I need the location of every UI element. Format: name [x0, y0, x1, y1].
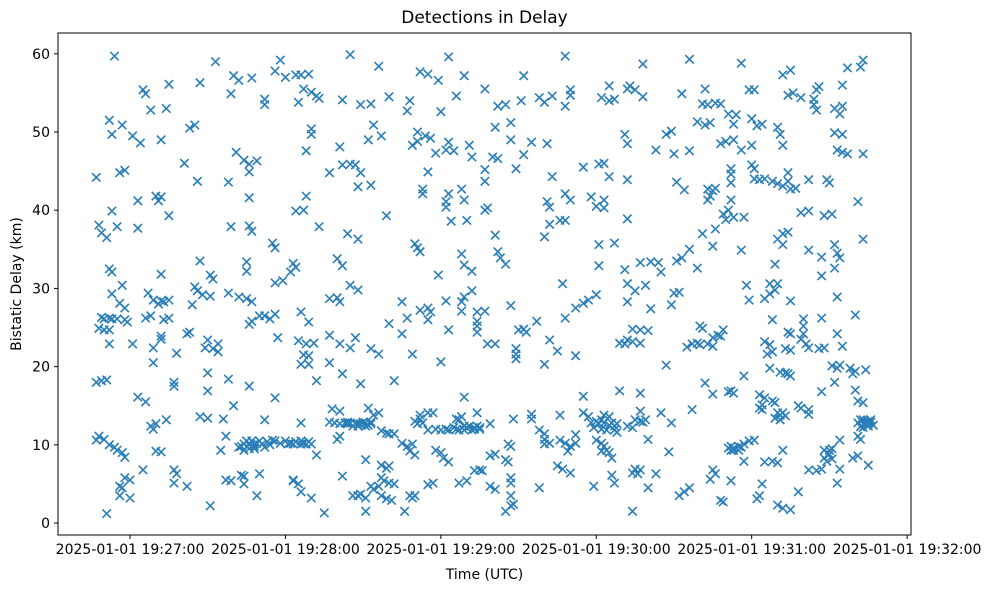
plot-frame — [57, 32, 912, 536]
x-tick-label: 2025-01-01 19:29:00 — [367, 542, 516, 558]
y-tick-label: 20 — [32, 360, 50, 376]
chart-title: Detections in Delay — [401, 8, 568, 28]
y-tick-label: 50 — [32, 125, 50, 141]
y-tick-label: 30 — [32, 281, 50, 297]
y-tick-label: 60 — [32, 47, 50, 63]
x-axis-tick-labels: 2025-01-01 19:27:00 2025-01-01 19:28:00 20… — [56, 535, 982, 558]
y-tick-label: 40 — [32, 203, 50, 219]
x-tick-label: 2025-01-01 19:28:00 — [211, 542, 360, 558]
x-tick-label: 2025-01-01 19:30:00 — [522, 542, 671, 558]
y-tick-label: 10 — [32, 438, 50, 454]
scatter-points — [91, 49, 879, 519]
x-tick-label: 2025-01-01 19:31:00 — [677, 542, 826, 558]
y-axis-tick-labels: 0 10 20 30 40 50 60 — [32, 47, 58, 532]
x-axis-label: Time (UTC) — [445, 567, 523, 583]
y-tick-label: 0 — [41, 516, 50, 532]
x-tick-label: 2025-01-01 19:32:00 — [833, 542, 982, 558]
x-tick-label: 2025-01-01 19:27:00 — [56, 542, 205, 558]
y-axis-label: Bistatic Delay (km) — [9, 217, 25, 351]
